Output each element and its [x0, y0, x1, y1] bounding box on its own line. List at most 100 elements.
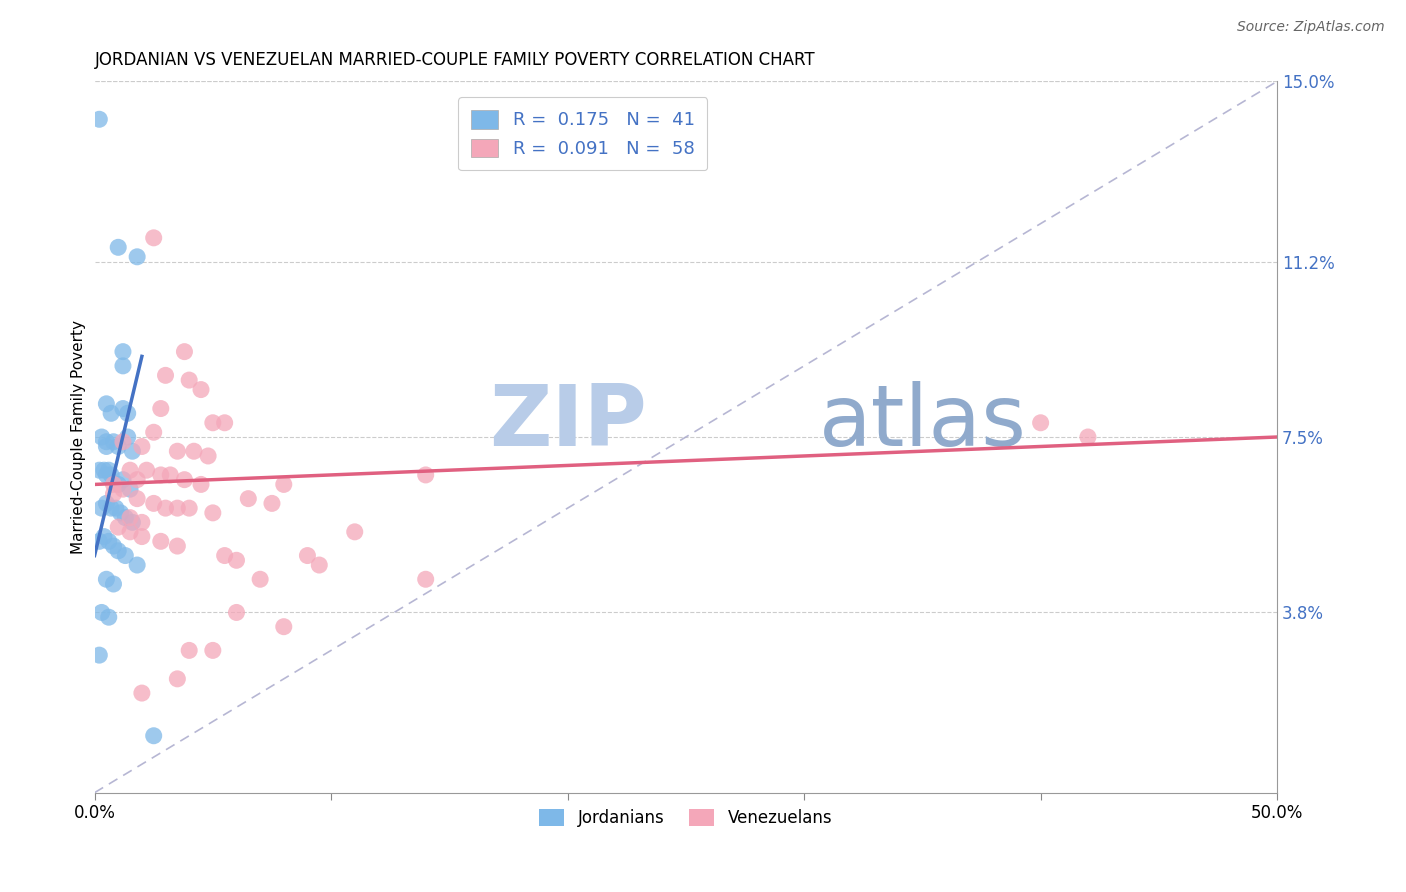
Point: [103, 487, 125, 501]
Point: [114, 510, 136, 524]
Point: [96, 440, 118, 454]
Point: [118, 524, 141, 539]
Point: [155, 368, 177, 383]
Point: [166, 501, 188, 516]
Point: [107, 440, 129, 454]
Y-axis label: Married-Couple Family Poverty: Married-Couple Family Poverty: [72, 320, 86, 554]
Point: [127, 558, 149, 572]
Point: [111, 482, 134, 496]
Point: [149, 467, 172, 482]
Point: [97, 463, 120, 477]
Point: [118, 510, 141, 524]
Point: [96, 397, 118, 411]
Point: [166, 444, 188, 458]
Point: [1029, 416, 1052, 430]
Point: [1077, 430, 1099, 444]
Point: [249, 572, 271, 586]
Point: [173, 344, 195, 359]
Point: [111, 344, 134, 359]
Point: [96, 467, 118, 482]
Point: [103, 577, 125, 591]
Point: [111, 473, 134, 487]
Point: [103, 539, 125, 553]
Point: [118, 482, 141, 496]
Point: [415, 572, 437, 586]
Point: [149, 401, 172, 416]
Legend: Jordanians, Venezuelans: Jordanians, Venezuelans: [533, 803, 839, 834]
Point: [121, 444, 143, 458]
Point: [110, 506, 132, 520]
Point: [135, 463, 157, 477]
Point: [273, 477, 295, 491]
Point: [273, 620, 295, 634]
Point: [343, 524, 366, 539]
Point: [100, 467, 122, 482]
Point: [131, 440, 153, 454]
Point: [214, 549, 236, 563]
Point: [238, 491, 260, 506]
Point: [201, 506, 224, 520]
Point: [111, 401, 134, 416]
Point: [179, 373, 201, 387]
Point: [173, 473, 195, 487]
Point: [201, 416, 224, 430]
Point: [89, 112, 111, 127]
Point: [104, 501, 127, 516]
Point: [131, 530, 153, 544]
Point: [159, 467, 181, 482]
Point: [96, 572, 118, 586]
Point: [214, 416, 236, 430]
Point: [107, 477, 129, 491]
Point: [415, 467, 437, 482]
Point: [103, 434, 125, 449]
Point: [89, 463, 111, 477]
Point: [96, 434, 118, 449]
Point: [225, 553, 247, 567]
Point: [142, 496, 165, 510]
Point: [179, 501, 201, 516]
Point: [131, 686, 153, 700]
Point: [190, 477, 212, 491]
Point: [121, 516, 143, 530]
Point: [297, 549, 319, 563]
Point: [179, 643, 201, 657]
Point: [107, 240, 129, 254]
Point: [114, 549, 136, 563]
Point: [166, 672, 188, 686]
Point: [90, 430, 112, 444]
Point: [97, 610, 120, 624]
Text: JORDANIAN VS VENEZUELAN MARRIED-COUPLE FAMILY POVERTY CORRELATION CHART: JORDANIAN VS VENEZUELAN MARRIED-COUPLE F…: [94, 51, 815, 69]
Point: [260, 496, 283, 510]
Point: [89, 534, 111, 549]
Point: [100, 501, 122, 516]
Point: [117, 406, 139, 420]
Point: [127, 491, 149, 506]
Point: [142, 425, 165, 440]
Point: [190, 383, 212, 397]
Point: [96, 496, 118, 510]
Point: [103, 477, 125, 491]
Point: [183, 444, 205, 458]
Point: [93, 463, 115, 477]
Point: [142, 231, 165, 245]
Point: [149, 534, 172, 549]
Point: [107, 520, 129, 534]
Point: [89, 648, 111, 662]
Point: [117, 430, 139, 444]
Text: ZIP: ZIP: [489, 381, 647, 464]
Point: [97, 534, 120, 549]
Point: [225, 606, 247, 620]
Point: [197, 449, 219, 463]
Point: [308, 558, 330, 572]
Text: atlas: atlas: [818, 381, 1026, 464]
Point: [118, 463, 141, 477]
Point: [201, 643, 224, 657]
Point: [100, 406, 122, 420]
Point: [93, 530, 115, 544]
Point: [142, 729, 165, 743]
Point: [131, 516, 153, 530]
Point: [155, 501, 177, 516]
Point: [111, 359, 134, 373]
Point: [127, 473, 149, 487]
Point: [90, 606, 112, 620]
